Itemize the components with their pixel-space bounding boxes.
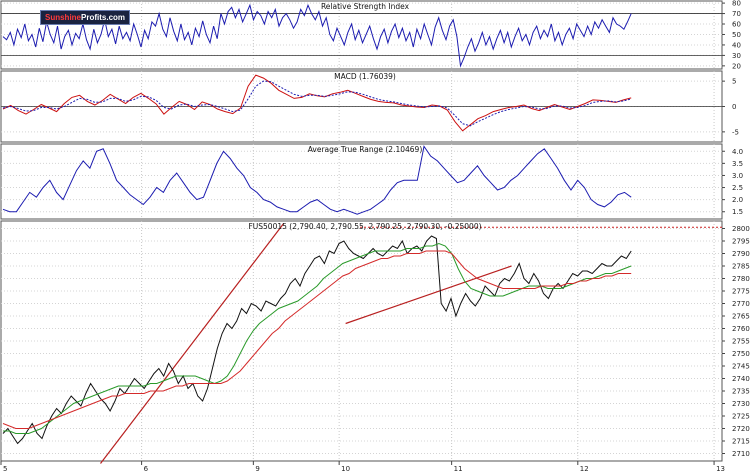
x-axis-tick-label: 5 <box>3 465 7 473</box>
x-axis-tick-label: 6 <box>144 465 149 473</box>
panel3-tick-label: 1.5 <box>732 208 743 216</box>
panel1-series-rsi <box>2 3 632 68</box>
panel4-tick-label: 2750 <box>732 350 750 358</box>
panel2-title: MACD (1.76039) <box>334 72 396 81</box>
brand-logo: SunshineProfits.com <box>40 10 131 25</box>
panel3-series-atr <box>2 145 632 215</box>
panel4-tick-label: 2735 <box>732 388 750 396</box>
logo-brand-text: Sunshine <box>45 13 82 22</box>
panel4-tick-label: 2765 <box>732 313 750 321</box>
panel4-tick-label: 2745 <box>732 363 750 371</box>
x-axis-tick-label: 9 <box>255 465 259 473</box>
panel4-tick-label: 2755 <box>732 338 750 346</box>
panel4-series-ma-short <box>3 242 632 434</box>
panel1-tick-label: 80 <box>732 0 741 8</box>
panel2-series-signal <box>2 80 632 127</box>
panel4-tick-label: 2720 <box>732 425 750 433</box>
logo-site-text: Profits.com <box>81 13 126 22</box>
panel4-trendline <box>100 223 285 464</box>
panel3-tick-label: 4.0 <box>732 148 743 156</box>
panel1-tick-label: 70 <box>732 10 741 18</box>
x-axis-tick-label: 12 <box>580 465 589 473</box>
panel1-title: Relative Strength Index <box>321 2 410 11</box>
panel2-tick-label: -5 <box>732 128 739 136</box>
panel3-tick-label: 2.0 <box>732 196 743 204</box>
panel4-tick-label: 2725 <box>732 413 750 421</box>
panel1-tick-label: 30 <box>732 52 741 60</box>
panel1-tick-label: 20 <box>732 62 741 70</box>
panel4-tick-label: 2730 <box>732 400 750 408</box>
panel4-series-ma-long <box>2 250 632 429</box>
panel4-tick-label: 2770 <box>732 300 750 308</box>
panel3-tick-label: 3.0 <box>732 172 743 180</box>
panel4-title: FUS50015 (2,790.40, 2,790.55, 2,790.25, … <box>248 222 481 231</box>
panel4-tick-label: 2795 <box>732 238 750 246</box>
panel3-tick-label: 2.5 <box>732 184 743 192</box>
panel4-trendline <box>345 265 512 325</box>
panel4-tick-label: 2740 <box>732 375 750 383</box>
panel4-tick-label: 2800 <box>732 225 750 233</box>
panel2-tick-label: 5 <box>732 78 736 86</box>
panel4-tick-label: 2785 <box>732 263 750 271</box>
panel1-tick-label: 40 <box>732 41 741 49</box>
panel4-tick-label: 2710 <box>732 450 750 458</box>
x-axis-tick-label: 10 <box>341 465 350 473</box>
panel4-tick-label: 2760 <box>732 325 750 333</box>
panel4-tick-label: 2775 <box>732 288 750 296</box>
panel1-tick-label: 50 <box>732 31 741 39</box>
panel2-tick-label: 0 <box>732 103 736 111</box>
panel4-tick-label: 2790 <box>732 250 750 258</box>
x-axis-tick-label: 13 <box>716 465 725 473</box>
panel4-tick-label: 2780 <box>732 275 750 283</box>
panel3-frame <box>0 143 723 220</box>
panel1-tick-label: 60 <box>732 21 741 29</box>
x-axis-tick-label: 11 <box>454 465 463 473</box>
panel3-tick-label: 3.5 <box>732 160 743 168</box>
panel3-title: Average True Range (2.10469) <box>308 145 423 154</box>
panel4-series-price <box>2 235 632 445</box>
panel4-tick-label: 2715 <box>732 438 750 446</box>
